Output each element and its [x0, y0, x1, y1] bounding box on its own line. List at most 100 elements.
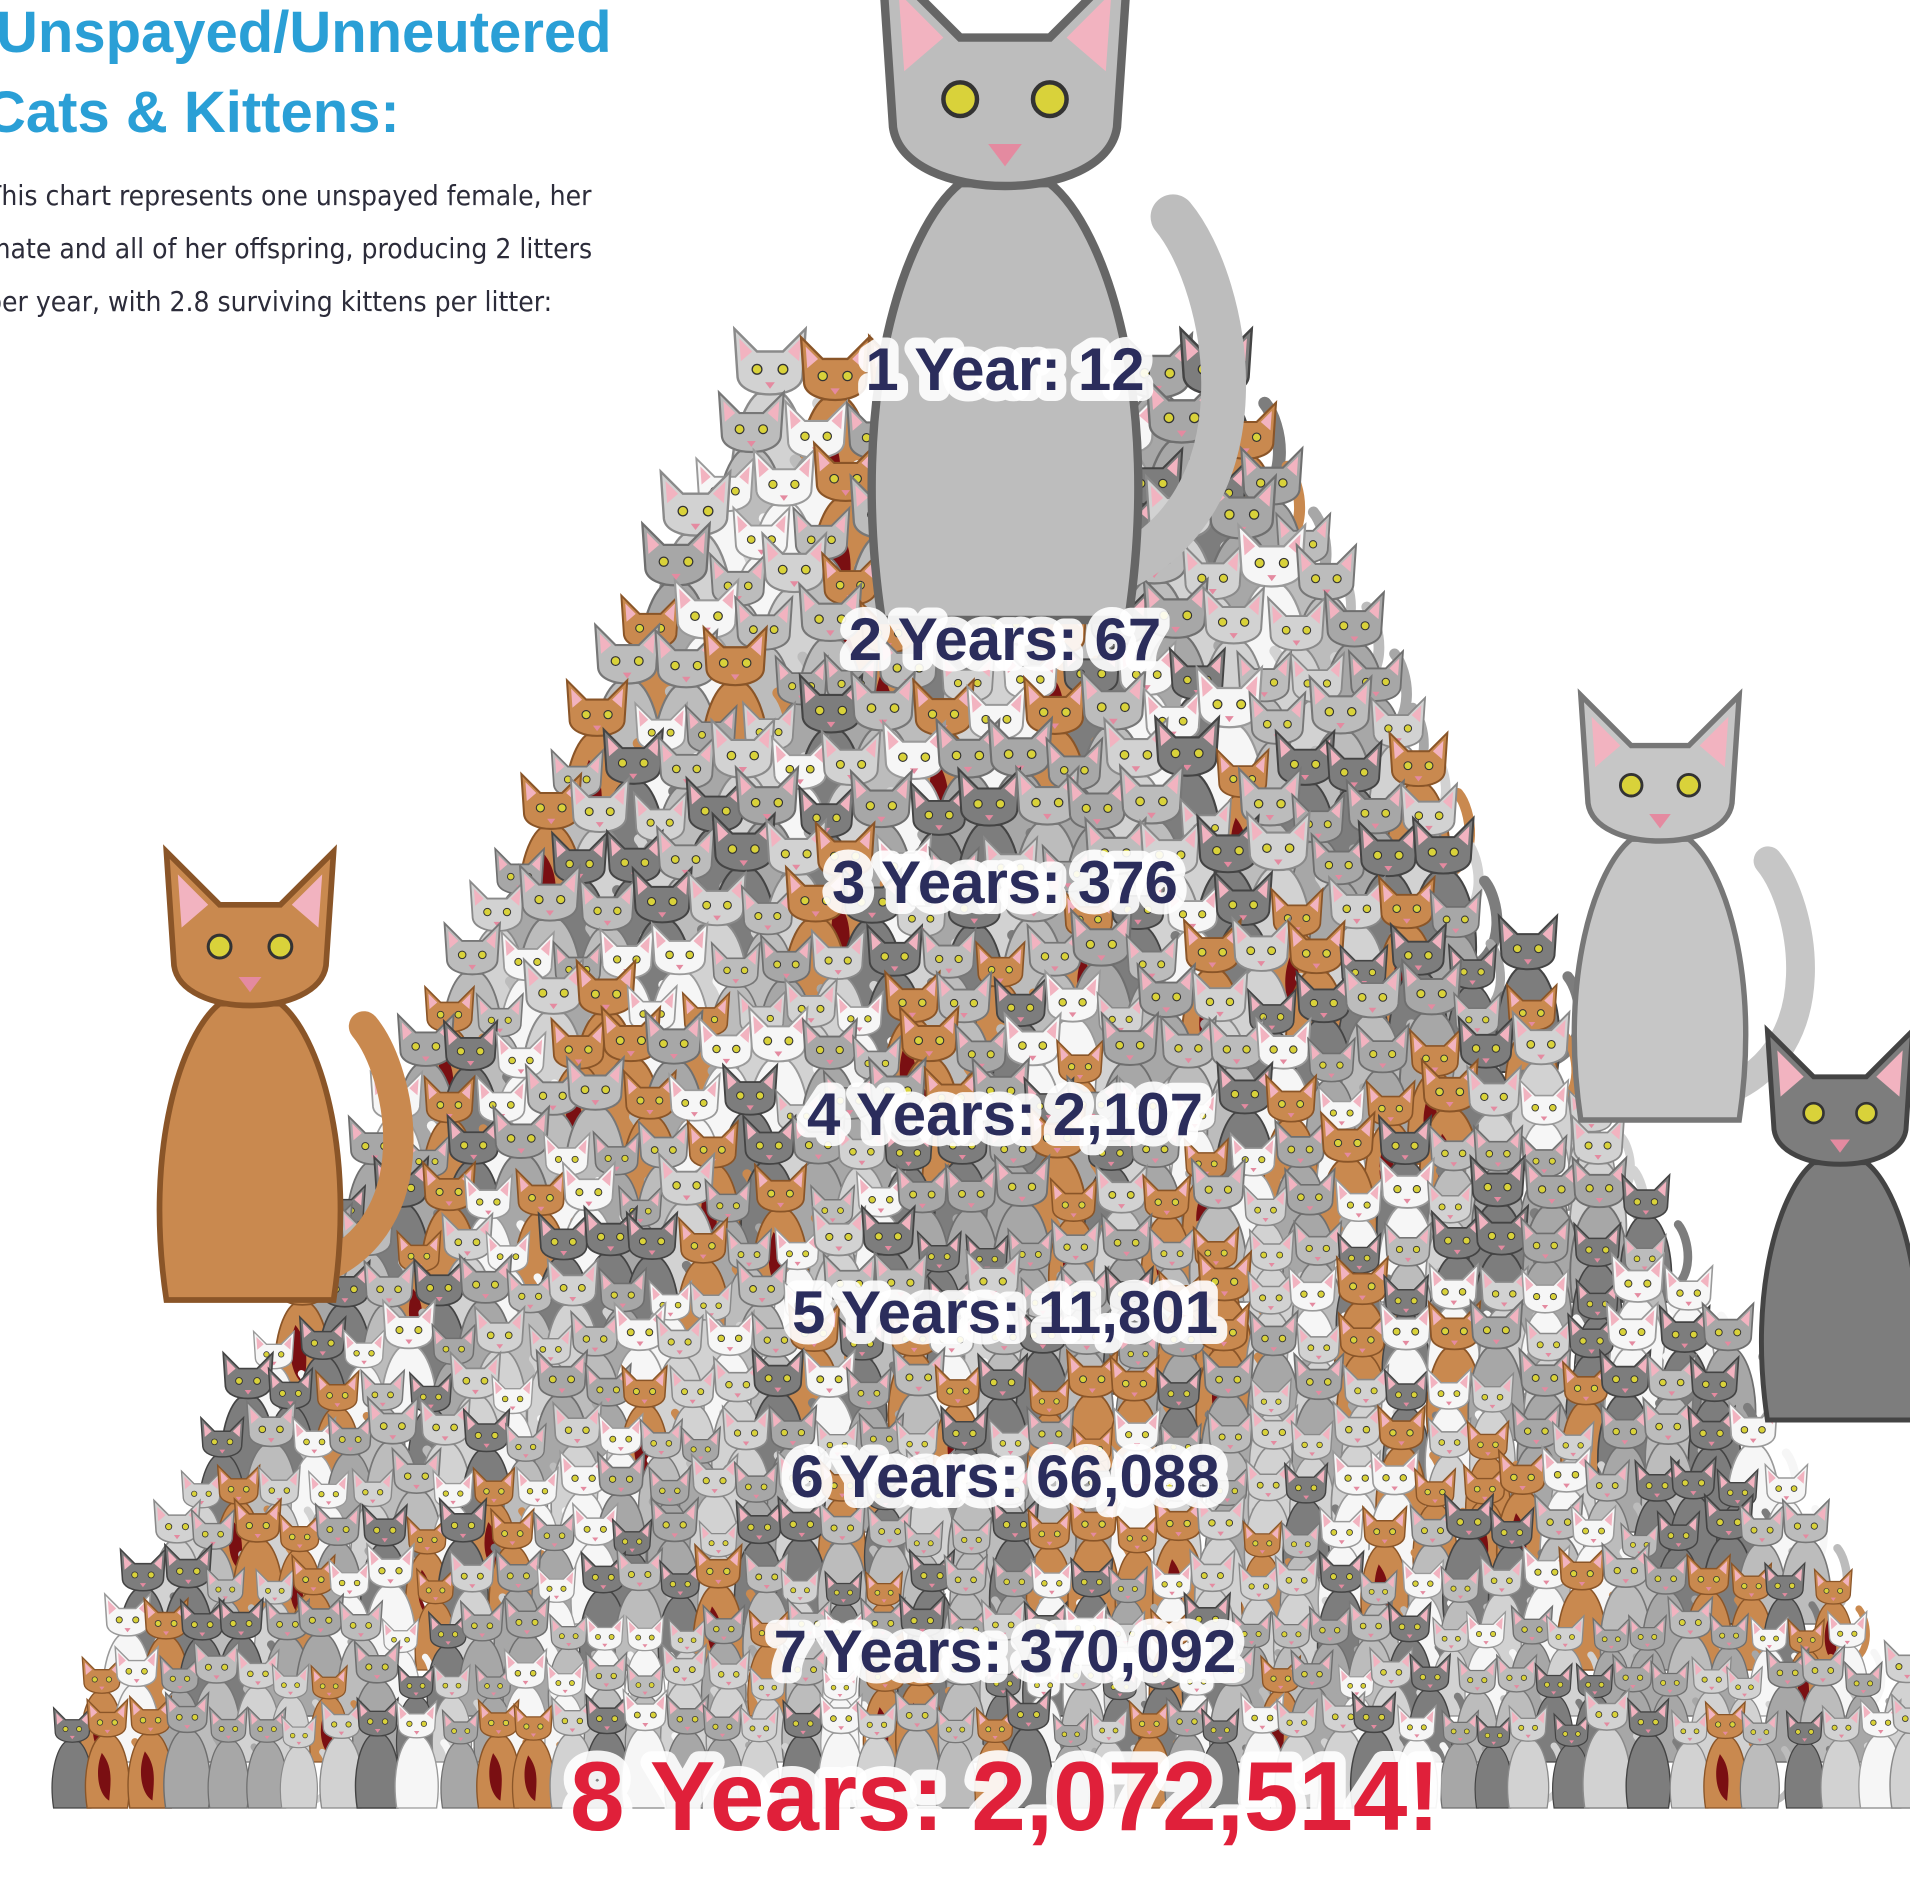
cat-eye [834, 1590, 839, 1595]
cat-eye [1117, 1150, 1124, 1157]
cat-eye [925, 1374, 932, 1381]
cat-eye [132, 1572, 138, 1578]
cat-eye [937, 1573, 943, 1579]
cat-eye [611, 657, 620, 666]
cat-eye [1194, 749, 1203, 758]
cat-eye [718, 1335, 725, 1342]
cat-eye [1486, 1150, 1493, 1157]
cat-eye [1794, 1523, 1800, 1529]
cat-eye [1290, 760, 1298, 768]
cat-eye [1312, 760, 1320, 768]
cat-eye [492, 1432, 498, 1438]
cat-eye [1277, 1014, 1284, 1021]
cat-eye [789, 683, 796, 690]
cat-eye [699, 731, 706, 738]
cat-eye [1262, 1335, 1269, 1342]
cat-eye [888, 802, 896, 810]
cat-eye [1361, 809, 1369, 817]
cat-eye [678, 506, 687, 515]
cat-eye [600, 1336, 607, 1343]
cat-eye [1528, 1474, 1534, 1480]
cat-eye [475, 1432, 481, 1438]
cat-eye [968, 1051, 975, 1058]
cat-eye [1634, 1256, 1640, 1262]
cat-eye [886, 1196, 893, 1203]
cat-eye [1603, 1247, 1609, 1253]
cat-eye [1350, 1283, 1357, 1290]
cat-eye [374, 1527, 380, 1533]
cat-eye [817, 1005, 824, 1012]
cat-eye [1371, 1388, 1377, 1394]
cat-eye [1226, 998, 1233, 1005]
cat-eye [1116, 1041, 1124, 1049]
cat-eye [875, 1233, 882, 1240]
cat-eye [775, 729, 782, 736]
cat-eye [1478, 1442, 1484, 1448]
cat-eye [914, 1150, 921, 1157]
cat-eye [1583, 1528, 1589, 1534]
cat-eye [1413, 905, 1421, 913]
cat-eye [327, 1527, 333, 1533]
cat-eye [1425, 952, 1433, 960]
cat-eye [867, 704, 876, 713]
cat-eye [265, 1588, 270, 1593]
cat-eye [388, 1392, 394, 1398]
cat-eye [1097, 1579, 1103, 1585]
cat-eye [666, 1440, 672, 1446]
cat-eye [1324, 1345, 1330, 1351]
cat-eye [908, 915, 915, 922]
cat-eye [1585, 1142, 1592, 1149]
cat-eye [1554, 1342, 1560, 1348]
cat-eye [1235, 847, 1243, 855]
cat-eye [455, 1011, 462, 1018]
cat-eye [618, 759, 626, 767]
cat-eye [1436, 1088, 1444, 1096]
cat-eye [1323, 950, 1331, 958]
cat-eye [1209, 1520, 1216, 1527]
cat-eye [1136, 1041, 1144, 1049]
cat-eye [1604, 1142, 1611, 1149]
cat-eye [1198, 948, 1206, 956]
cat-eye [1276, 1295, 1282, 1301]
cat-eye [1369, 969, 1375, 975]
cat-eye [1136, 797, 1145, 806]
cat-eye [1586, 1185, 1593, 1192]
cat-eye [1535, 1569, 1541, 1575]
cat-eye [1098, 1376, 1105, 1383]
cat-eye [751, 1430, 757, 1436]
cat-eye [1741, 1427, 1748, 1434]
cat-eye [848, 1016, 854, 1022]
cat-eye [804, 1588, 809, 1593]
cat-eye [781, 1337, 787, 1343]
cat-eye [1382, 809, 1390, 817]
cat-eye [480, 1142, 487, 1149]
cat-eye [1262, 1429, 1268, 1435]
cat-eye [1184, 1520, 1190, 1526]
cat-eye [838, 680, 845, 687]
cat-eye [396, 1327, 403, 1334]
cat-eye [1742, 1583, 1747, 1588]
cat-eye [295, 1390, 301, 1396]
cat-eye [279, 1588, 284, 1593]
cat-eye [1127, 1191, 1134, 1198]
cat-eye [673, 1182, 681, 1190]
cat-eye [540, 1346, 546, 1352]
cat-eye [1080, 1376, 1087, 1383]
cat-eye [759, 1630, 764, 1635]
cat-eye [1179, 717, 1187, 725]
cat-eye [1370, 1051, 1377, 1058]
cat-eye [1362, 1475, 1368, 1481]
cat-eye [1039, 1399, 1044, 1404]
cat-eye [1677, 1290, 1684, 1297]
cat-eye [1563, 1443, 1569, 1449]
cat-eye [507, 1135, 515, 1143]
cat-eye [748, 1524, 754, 1530]
cat-eye [634, 657, 643, 666]
cat-eye [733, 1203, 739, 1209]
cat-eye [1751, 1527, 1757, 1533]
cat-eye [426, 1588, 431, 1593]
cat-eye [1270, 1046, 1277, 1053]
cat-eye [959, 1190, 966, 1197]
cat-eye [177, 1568, 183, 1574]
cat-eye [970, 1430, 976, 1436]
